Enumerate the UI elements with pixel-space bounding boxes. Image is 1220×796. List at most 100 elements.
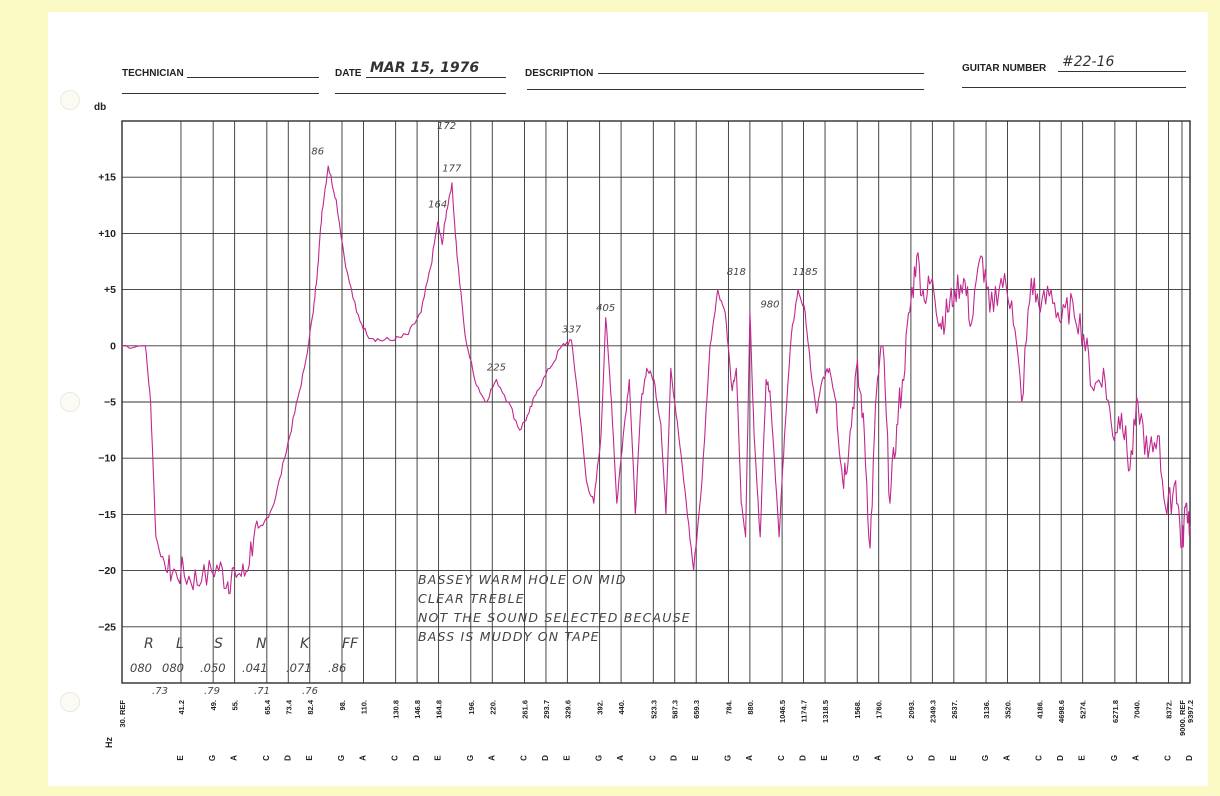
x-tick-label: 55. [231, 700, 240, 710]
handwritten-note-line: BASS IS MUDDY ON TAPE [418, 629, 600, 644]
x-note-label: G [981, 755, 990, 761]
x-note-label: A [616, 755, 625, 761]
x-note-label: G [1110, 755, 1119, 761]
peak-label: 225 [487, 363, 506, 374]
peak-label: 1185 [792, 267, 817, 278]
x-tick-label: 659.3 [692, 700, 701, 719]
x-tick-label: 523.3 [649, 700, 658, 719]
string-table-header: R [144, 636, 154, 652]
response-curve [121, 165, 1191, 595]
x-note-label: E [691, 755, 700, 761]
x-tick-label: 164.8 [435, 700, 444, 719]
x-tick-label: 49. [209, 700, 218, 710]
x-note-label: A [230, 755, 239, 761]
string-table: R L S N K FF 080 080 .050 .041 .071 .86 .73 .79 .71 .76 [130, 636, 359, 697]
date-line [366, 77, 506, 78]
x-tick-label: 1046.5 [778, 700, 787, 723]
x-tick-label: 73.4 [284, 699, 293, 714]
string-table-header: K [300, 636, 311, 652]
x-tick-label: 130.8 [392, 700, 401, 719]
technician-line [187, 77, 319, 78]
string-table-header: FF [342, 636, 359, 652]
x-tick-label: 8372. [1165, 700, 1174, 719]
peak-label: 818 [727, 267, 746, 278]
x-tick-label: 30. REF [118, 700, 127, 728]
x-note-label: E [434, 755, 443, 761]
string-table-header: L [176, 636, 184, 652]
x-tick-label: 2637. [950, 700, 959, 719]
x-tick-label: 220. [488, 700, 497, 715]
x-note-label: A [358, 755, 367, 761]
peak-annotations: 86 172 177 164 225 337 405 818 980 1185 [311, 121, 818, 374]
x-note-label: D [799, 755, 808, 761]
y-tick-label: −10 [98, 453, 116, 465]
handwritten-note-line: CLEAR TREBLE [418, 591, 525, 606]
description-label: DESCRIPTION [525, 68, 594, 79]
x-tick-label: 6271.8 [1111, 700, 1120, 723]
x-tick-label: 3520. [1004, 700, 1013, 719]
x-note-label: D [927, 755, 936, 761]
peak-label: 172 [437, 121, 456, 132]
peak-label: 337 [562, 324, 582, 335]
datasheet [48, 12, 1208, 786]
x-note-label: G [595, 755, 604, 761]
x-tick-label: 98. [338, 700, 347, 710]
x-tick-label: 784. [724, 700, 733, 715]
x-note-label: A [487, 755, 496, 761]
handwritten-note-line: NOT THE SOUND SELECTED BECAUSE [418, 610, 691, 625]
x-tick-label: 2349.3 [928, 700, 937, 723]
x-note-label: C [262, 755, 271, 761]
x-note-label: G [852, 755, 861, 761]
x-tick-label: 65.4 [263, 699, 272, 714]
x-tick-label: 392. [596, 700, 605, 715]
x-note-label: D [1056, 755, 1065, 761]
date-label: DATE [335, 68, 362, 79]
x-tick-label: 329.6 [563, 700, 572, 719]
x-tick-label: 1174.7 [800, 700, 809, 723]
x-note-label: A [745, 755, 754, 761]
x-note-label: G [723, 755, 732, 761]
x-note-label: E [820, 755, 829, 761]
x-note-label: E [1078, 755, 1087, 761]
guitar-number-value: #22-16 [1062, 54, 1115, 70]
x-tick-label: 110. [359, 700, 368, 714]
x-note-label: A [1131, 755, 1140, 761]
bottom-small-value: .71 [254, 686, 270, 697]
x-note-label: A [1003, 755, 1012, 761]
bottom-small-value: .76 [302, 686, 318, 697]
x-tick-label: 7040. [1132, 700, 1141, 719]
y-tick-label: −5 [104, 397, 116, 409]
x-tick-label: 1318.5 [821, 700, 830, 723]
technician-underline [122, 93, 319, 94]
bottom-small-value: .79 [204, 686, 220, 697]
x-note-label: C [777, 755, 786, 761]
x-tick-label: 1760. [875, 700, 884, 719]
x-note-label: C [1164, 755, 1173, 761]
punch-hole [60, 90, 80, 110]
string-table-value: 080 [162, 661, 184, 675]
peak-label: 177 [442, 164, 462, 175]
description-line [598, 73, 924, 74]
date-underline [335, 93, 506, 94]
x-note-label: C [391, 755, 400, 761]
guitar-number-underline [962, 87, 1186, 88]
x-tick-label: 4186. [1036, 700, 1045, 719]
x-tick-label: 293.7 [542, 700, 551, 719]
date-value: MAR 15, 1976 [370, 60, 480, 76]
y-tick-label: 0 [110, 340, 116, 352]
string-table-value: 080 [130, 661, 152, 675]
peak-label: 405 [596, 303, 615, 314]
x-note-label: D [283, 755, 292, 761]
x-tick-label: 146.8 [413, 700, 422, 719]
x-note-label: D [541, 755, 550, 761]
x-tick-label: 880. [746, 700, 755, 715]
peak-label: 86 [311, 147, 324, 158]
x-note-label: E [949, 755, 958, 761]
x-tick-label: 261.6 [520, 700, 529, 719]
punch-hole [60, 392, 80, 412]
x-note-label: E [305, 755, 314, 761]
y-axis-unit-label: db [94, 102, 106, 113]
x-note-label: G [466, 755, 475, 761]
x-tick-label: 1568. [853, 700, 862, 719]
